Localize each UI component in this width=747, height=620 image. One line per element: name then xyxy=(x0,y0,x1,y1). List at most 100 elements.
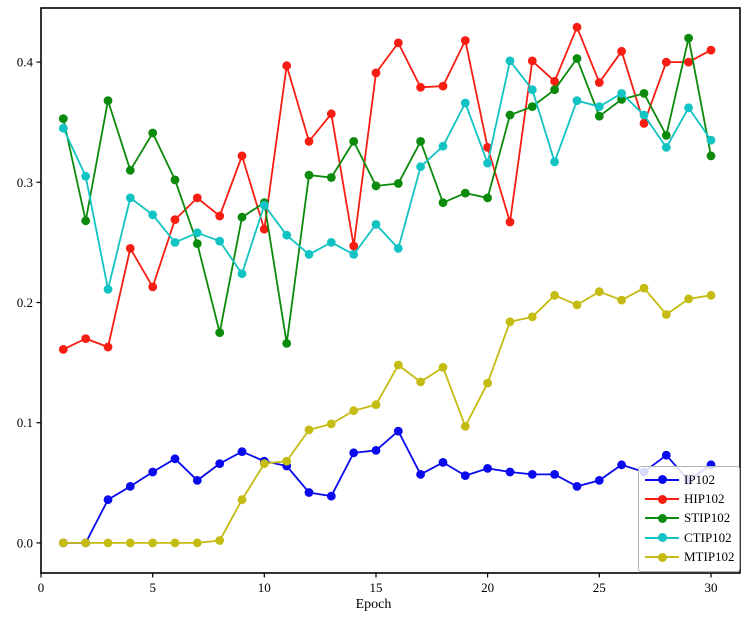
data-point xyxy=(505,56,515,66)
data-point xyxy=(282,339,292,348)
data-point xyxy=(170,454,180,464)
data-point xyxy=(550,157,559,167)
data-point xyxy=(349,241,359,251)
data-point xyxy=(237,447,247,456)
data-point xyxy=(438,81,448,91)
x-tick-label: 20 xyxy=(481,580,494,595)
x-axis-label: Epoch xyxy=(355,597,392,612)
data-point xyxy=(617,46,626,56)
data-point xyxy=(684,103,693,113)
data-point xyxy=(103,538,113,548)
data-point xyxy=(416,470,425,479)
data-point xyxy=(416,82,425,92)
data-point xyxy=(684,57,693,67)
data-point xyxy=(148,210,158,220)
data-point xyxy=(103,495,113,505)
legend-label: STIP102 xyxy=(684,510,731,526)
data-point xyxy=(661,57,671,67)
data-point xyxy=(572,54,582,63)
data-point xyxy=(192,228,202,238)
data-point xyxy=(572,96,582,105)
data-point xyxy=(282,230,292,240)
y-tick-label: 0.4 xyxy=(17,55,34,70)
x-tick-label: 10 xyxy=(258,580,271,595)
data-point xyxy=(192,239,202,249)
legend-dot xyxy=(658,533,667,543)
data-point xyxy=(550,470,559,479)
data-point xyxy=(259,224,269,234)
legend-item-stip102: STIP102 xyxy=(645,509,737,528)
legend-marker-mtip102-icon xyxy=(645,552,679,562)
data-point xyxy=(393,179,403,188)
legend-dot xyxy=(658,513,667,523)
data-point xyxy=(304,488,314,497)
data-point xyxy=(393,426,403,436)
data-point xyxy=(237,495,247,505)
data-point xyxy=(550,76,559,86)
data-point xyxy=(326,173,336,182)
x-tick-label: 30 xyxy=(705,580,718,595)
series-line-hip102 xyxy=(62,24,712,351)
legend-item-ctip102: CTIP102 xyxy=(645,528,737,547)
data-point xyxy=(326,109,336,119)
data-point xyxy=(81,538,91,548)
data-point xyxy=(639,89,649,98)
data-point xyxy=(483,378,492,388)
data-point xyxy=(81,171,91,181)
data-point xyxy=(438,458,448,467)
x-tick-label: 5 xyxy=(149,580,156,595)
data-point xyxy=(192,476,202,485)
data-point xyxy=(125,193,135,203)
data-point xyxy=(237,151,247,161)
data-point xyxy=(416,162,425,172)
data-point xyxy=(81,334,91,343)
data-point xyxy=(192,538,202,548)
series-ip102 xyxy=(58,426,716,548)
data-point xyxy=(282,456,292,466)
data-point xyxy=(371,446,381,455)
data-point xyxy=(282,61,292,71)
data-point xyxy=(326,491,336,501)
data-point xyxy=(349,250,359,259)
data-point xyxy=(304,170,314,180)
legend-dot xyxy=(658,494,667,504)
legend: IP102 HIP102 STIP102 CTIP102 MTIP102 xyxy=(638,466,740,572)
series-line-mtip102 xyxy=(63,286,712,544)
data-point xyxy=(438,363,448,372)
data-point xyxy=(259,200,269,210)
data-point xyxy=(639,283,649,293)
data-point xyxy=(170,215,180,225)
data-point xyxy=(304,425,314,435)
data-point xyxy=(639,110,649,120)
data-point xyxy=(416,377,425,387)
data-point xyxy=(460,421,470,431)
data-point xyxy=(170,538,180,548)
data-point xyxy=(393,38,403,48)
legend-item-hip102: HIP102 xyxy=(645,489,737,508)
data-point xyxy=(594,78,604,87)
data-point xyxy=(594,102,604,111)
legend-label: MTIP102 xyxy=(684,549,735,565)
data-point xyxy=(617,295,626,305)
data-point xyxy=(617,460,626,470)
data-point xyxy=(639,119,649,128)
data-point xyxy=(617,89,626,98)
data-point xyxy=(170,175,180,185)
data-point xyxy=(393,244,403,253)
data-point xyxy=(371,220,381,229)
y-tick-label: 0.1 xyxy=(17,415,33,430)
legend-marker-hip102-icon xyxy=(645,494,679,504)
data-point xyxy=(483,464,492,473)
legend-label: CTIP102 xyxy=(684,529,732,545)
legend-marker-ctip102-icon xyxy=(645,533,679,543)
data-point xyxy=(125,244,135,253)
y-tick-label: 0.0 xyxy=(17,535,33,550)
data-point xyxy=(192,193,202,203)
series-line-stip102 xyxy=(62,37,712,344)
series-line-ip102 xyxy=(63,429,712,544)
data-point xyxy=(58,538,68,548)
legend-item-mtip102: MTIP102 xyxy=(645,548,737,567)
plot-area xyxy=(58,22,716,548)
data-point xyxy=(505,467,515,477)
